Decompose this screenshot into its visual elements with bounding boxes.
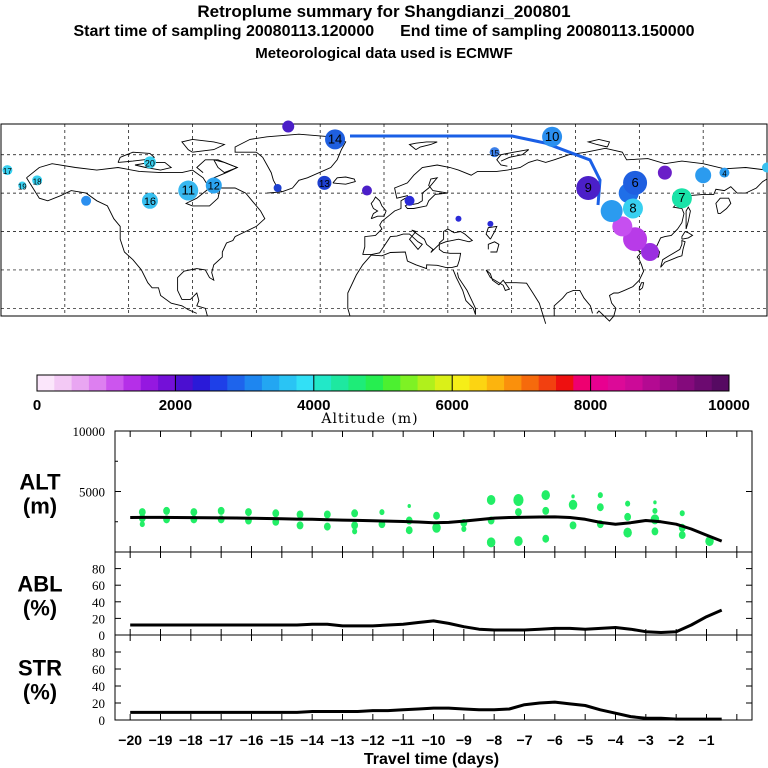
- coastline-segment: [456, 272, 476, 315]
- coastline-segment: [586, 138, 611, 148]
- coastline-segment: [117, 151, 156, 163]
- plume-point: [141, 192, 158, 209]
- met-data-label: Meteorological data used is ECMWF: [255, 45, 513, 62]
- coastline-segment: [505, 282, 547, 324]
- plume-point: [178, 180, 199, 201]
- plume-day-label: 20: [145, 158, 155, 168]
- coastline-segment: [181, 138, 226, 153]
- plume-point: [2, 165, 13, 176]
- plume-point: [404, 195, 415, 206]
- plume-point: [32, 175, 43, 186]
- coastline-segment: [553, 289, 593, 316]
- plume-point: [671, 188, 692, 209]
- end-time-label: End time of sampling 20080113.150000: [400, 23, 695, 40]
- plume-point: [143, 156, 156, 169]
- coastline-segment: [408, 141, 438, 150]
- plume-point: [455, 215, 462, 222]
- start-time-label: Start time of sampling 20080113.120000: [73, 23, 375, 40]
- plume-point: [762, 162, 768, 173]
- plume-point: [273, 184, 282, 192]
- coastline-segment: [213, 159, 239, 174]
- coastline-segment: [685, 206, 691, 230]
- coastline-segment: [485, 269, 511, 291]
- coastline-segment: [26, 177, 197, 314]
- map-coastlines: [26, 133, 768, 324]
- coastline-segment: [485, 225, 498, 240]
- plume-point: [325, 129, 346, 150]
- plume-day-label: 8: [629, 200, 636, 215]
- coastline-segment: [370, 196, 387, 220]
- coastline-segment: [660, 239, 686, 268]
- coastline-segment: [362, 147, 768, 255]
- plume-day-label: 7: [678, 190, 685, 205]
- plume-day-label: 11: [181, 183, 195, 198]
- plume-point: [719, 167, 730, 178]
- plume-day-label: 15: [490, 149, 499, 158]
- retroplume-track: [350, 134, 602, 206]
- plume-point: [612, 216, 633, 237]
- plume-point: [205, 177, 222, 194]
- plume-point: [282, 120, 295, 133]
- coastline-segment: [134, 161, 173, 171]
- coastline-segment: [496, 149, 529, 167]
- coastline-segment: [638, 282, 645, 291]
- coastline-segment: [347, 228, 474, 317]
- plume-point: [361, 185, 372, 196]
- plume-point: [657, 165, 672, 180]
- plume-point: [623, 170, 648, 195]
- plume-day-label: 10: [545, 129, 559, 144]
- plume-day-label: 14: [328, 131, 342, 146]
- plume-day-label: 6: [631, 175, 638, 190]
- plume-point: [695, 167, 712, 184]
- chart-title: Retroplume summary for Shangdianzi_20080…: [197, 2, 571, 21]
- plume-point: [542, 126, 563, 147]
- plume-day-label: 4: [722, 170, 727, 179]
- coastline-segment: [487, 241, 500, 253]
- plume-day-label: 18: [33, 177, 42, 186]
- map-plume-points: 8 9 6 7 10 15 14 13 12 11 16 20 18 17 19 4: [2, 120, 768, 261]
- plume-point: [81, 195, 92, 206]
- plume-day-label: 9: [585, 180, 592, 195]
- coastline-segment: [332, 176, 356, 185]
- sampling-times: Start time of sampling 20080113.120000 En…: [0, 23, 768, 41]
- plume-point: [489, 147, 500, 158]
- coastline-segment: [234, 133, 347, 194]
- plume-point: [576, 176, 601, 200]
- coastline-segment: [681, 230, 694, 240]
- plume-point: [317, 175, 332, 190]
- coastline-segment: [452, 269, 476, 315]
- plume-day-label: 17: [3, 167, 12, 176]
- coastline-segment: [715, 197, 732, 215]
- plume-point: [18, 181, 27, 190]
- plume-point: [640, 243, 659, 261]
- plume-day-label: 13: [319, 179, 331, 190]
- plume-point: [622, 198, 643, 219]
- plume-day-label: 16: [144, 196, 156, 208]
- plume-day-label: 12: [208, 180, 220, 192]
- plume-point: [487, 220, 494, 227]
- plume-point: [600, 200, 623, 223]
- plume-day-label: 19: [18, 182, 27, 191]
- coastline-segment: [26, 163, 266, 317]
